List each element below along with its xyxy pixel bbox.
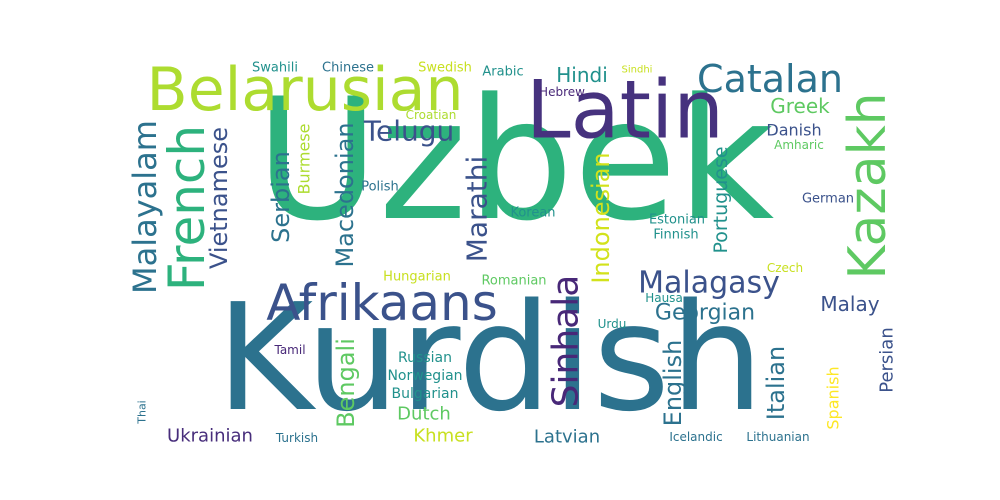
word-bengali: Bengali [332, 338, 360, 428]
word-romanian: Romanian [481, 274, 546, 289]
word-vietnamese: Vietnamese [205, 127, 233, 269]
word-russian: Russian [398, 350, 452, 366]
word-sinhala: Sinhala [546, 275, 587, 408]
word-swahili: Swahili [252, 61, 298, 76]
word-urdu: Urdu [598, 317, 627, 331]
word-spanish: Spanish [824, 366, 843, 429]
word-catalan: Catalan [697, 57, 843, 101]
word-latvian: Latvian [534, 427, 600, 448]
word-tamil: Tamil [273, 343, 305, 357]
word-hausa: Hausa [645, 291, 683, 305]
word-icelandic: Icelandic [669, 430, 722, 444]
word-malagasy: Malagasy [638, 266, 780, 301]
word-uzbek: Uzbek [256, 62, 774, 258]
word-serbian: Serbian [267, 151, 295, 243]
word-belarusian: Belarusian [147, 55, 464, 125]
word-greek: Greek [770, 94, 830, 118]
word-dutch: Dutch [397, 404, 451, 425]
word-bulgarian: Bulgarian [392, 386, 459, 402]
word-korean: Korean [510, 206, 555, 221]
word-finnish: Finnish [653, 228, 698, 243]
word-hebrew: Hebrew [539, 85, 585, 99]
word-czech: Czech [767, 261, 803, 275]
word-danish: Danish [766, 121, 821, 140]
word-polish: Polish [361, 180, 399, 195]
word-amharic: Amharic [774, 138, 824, 152]
word-burmese: Burmese [295, 123, 314, 194]
word-portuguese: Portuguese [710, 146, 732, 253]
word-hungarian: Hungarian [383, 270, 451, 285]
word-persian: Persian [877, 327, 898, 393]
word-malayalam: Malayalam [126, 120, 164, 294]
word-kurdish: Kurdish [216, 272, 764, 444]
word-norwegian: Norwegian [387, 368, 462, 384]
word-sindhi: Sindhi [622, 65, 653, 76]
word-arabic: Arabic [482, 65, 523, 80]
word-malay: Malay [820, 292, 879, 316]
word-chinese: Chinese [322, 61, 374, 76]
word-croatian: Croatian [406, 108, 457, 122]
word-latin: Latin [526, 64, 724, 157]
word-macedonian: Macedonian [331, 122, 359, 267]
word-swedish: Swedish [418, 61, 472, 76]
word-ukrainian: Ukrainian [167, 426, 253, 447]
word-georgian: Georgian [655, 301, 755, 326]
word-lithuanian: Lithuanian [746, 430, 809, 444]
word-german: German [802, 192, 854, 207]
word-afrikaans: Afrikaans [266, 274, 498, 332]
word-khmer: Khmer [413, 426, 473, 447]
word-kazakh: Kazakh [838, 92, 898, 279]
word-french: French [158, 125, 216, 291]
word-turkish: Turkish [275, 431, 318, 445]
word-estonian: Estonian [649, 213, 705, 228]
word-marathi: Marathi [461, 156, 494, 263]
word-italian: Italian [762, 346, 790, 420]
word-thai: Thai [136, 400, 149, 425]
word-hindi: Hindi [556, 63, 608, 87]
word-english: English [659, 340, 687, 427]
word-telugu: Telugu [363, 115, 455, 148]
word-indonesian: Indonesian [587, 152, 615, 283]
